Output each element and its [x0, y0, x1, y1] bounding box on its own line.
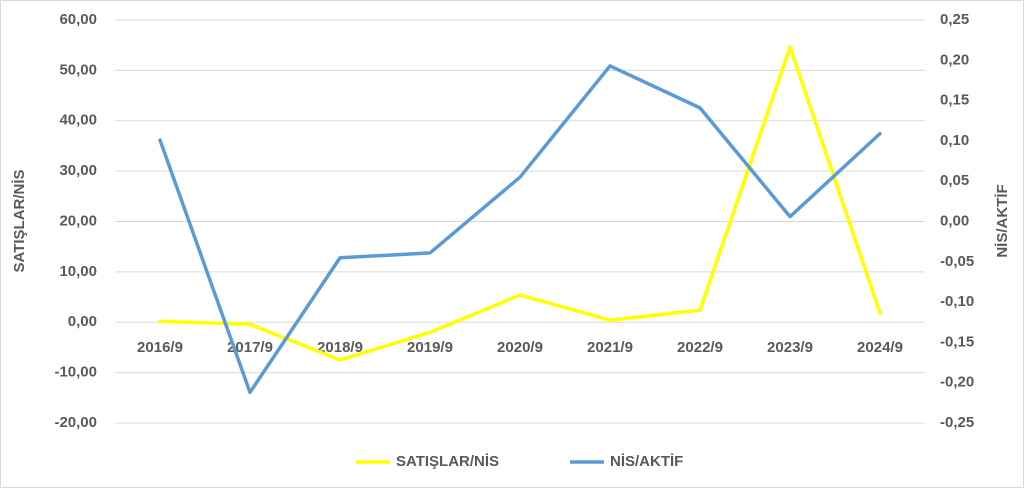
- y-tick-label: 10,00: [59, 263, 97, 280]
- y-tick-label: 50,00: [59, 61, 97, 78]
- series-line: [158, 64, 882, 395]
- y-axis-title: SATIŞLAR/NİS: [11, 169, 28, 272]
- x-tick-label: 2020/9: [497, 339, 543, 356]
- y-tick-label: 60,00: [59, 11, 97, 28]
- x-tick-label: 2022/9: [677, 339, 723, 356]
- x-tick-label: 2017/9: [227, 339, 273, 356]
- y-tick-label: 20,00: [59, 212, 97, 229]
- y-tick-label: 40,00: [59, 112, 97, 129]
- x-tick-label: 2021/9: [587, 339, 633, 356]
- y2-tick-label: 0,25: [940, 11, 969, 28]
- y-tick-label: -10,00: [54, 364, 97, 381]
- x-tick-label: 2024/9: [857, 339, 903, 356]
- y2-tick-label: -0,10: [940, 293, 974, 310]
- y2-tick-label: 0,05: [940, 172, 969, 189]
- y2-tick-label: -0,25: [940, 414, 974, 431]
- y2-tick-label: -0,05: [940, 253, 974, 270]
- y2-tick-label: 0,00: [940, 212, 969, 229]
- legend-label: SATIŞLAR/NİS: [396, 453, 499, 470]
- y2-tick-label: -0,20: [940, 374, 974, 391]
- y2-tick-label: 0,20: [940, 51, 969, 68]
- x-tick-label: 2016/9: [137, 339, 183, 356]
- y2-tick-label: -0,15: [940, 333, 974, 350]
- series-line: [158, 45, 882, 362]
- x-tick-label: 2019/9: [407, 339, 453, 356]
- legend-label: NİS/AKTİF: [610, 453, 683, 470]
- x-tick-label: 2018/9: [317, 339, 363, 356]
- y-tick-label: 30,00: [59, 162, 97, 179]
- y-tick-label: -20,00: [54, 414, 97, 431]
- x-tick-label: 2023/9: [767, 339, 813, 356]
- y2-tick-label: 0,15: [940, 92, 969, 109]
- y2-axis-title: NİS/AKTİF: [994, 184, 1011, 257]
- y2-tick-label: 0,10: [940, 132, 969, 149]
- y-tick-label: 0,00: [68, 313, 97, 330]
